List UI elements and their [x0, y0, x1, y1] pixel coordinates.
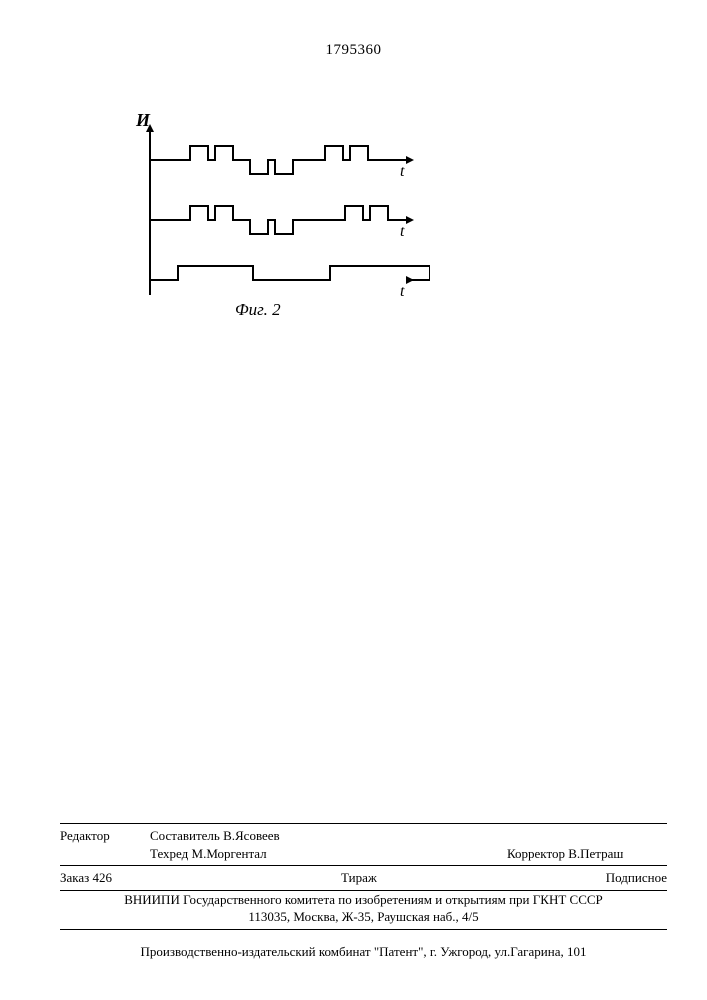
order-number: Заказ 426	[60, 869, 112, 887]
corrector: Корректор В.Петраш	[507, 845, 667, 863]
timing-diagram: tаtбtв И Фиг. 2	[130, 120, 430, 320]
svg-text:t: t	[400, 223, 405, 240]
figure-svg: tаtбtв	[130, 120, 430, 320]
svg-text:t: t	[400, 283, 405, 300]
colophon-block: Редактор Составитель В.Ясовеев Техред М.…	[60, 823, 667, 930]
patent-page: 1795360 tаtбtв И Фиг. 2 Редактор Состави…	[0, 0, 707, 1000]
editor-label: Редактор	[60, 827, 150, 862]
figure-caption: Фиг. 2	[235, 300, 281, 320]
techred: Техред М.Моргентал	[150, 846, 267, 861]
address-line: 113035, Москва, Ж-35, Раушская наб., 4/5	[60, 908, 667, 930]
y-axis-label: И	[136, 110, 150, 131]
author-compiler: Составитель В.Ясовеев	[150, 828, 280, 843]
svg-text:t: t	[400, 163, 405, 180]
vniipi-line: ВНИИПИ Государственного комитета по изоб…	[60, 891, 667, 909]
printer-line: Производственно-издательский комбинат "П…	[60, 940, 667, 960]
print-run: Тираж	[341, 869, 377, 887]
subscription: Подписное	[606, 869, 667, 887]
patent-number: 1795360	[0, 42, 707, 59]
